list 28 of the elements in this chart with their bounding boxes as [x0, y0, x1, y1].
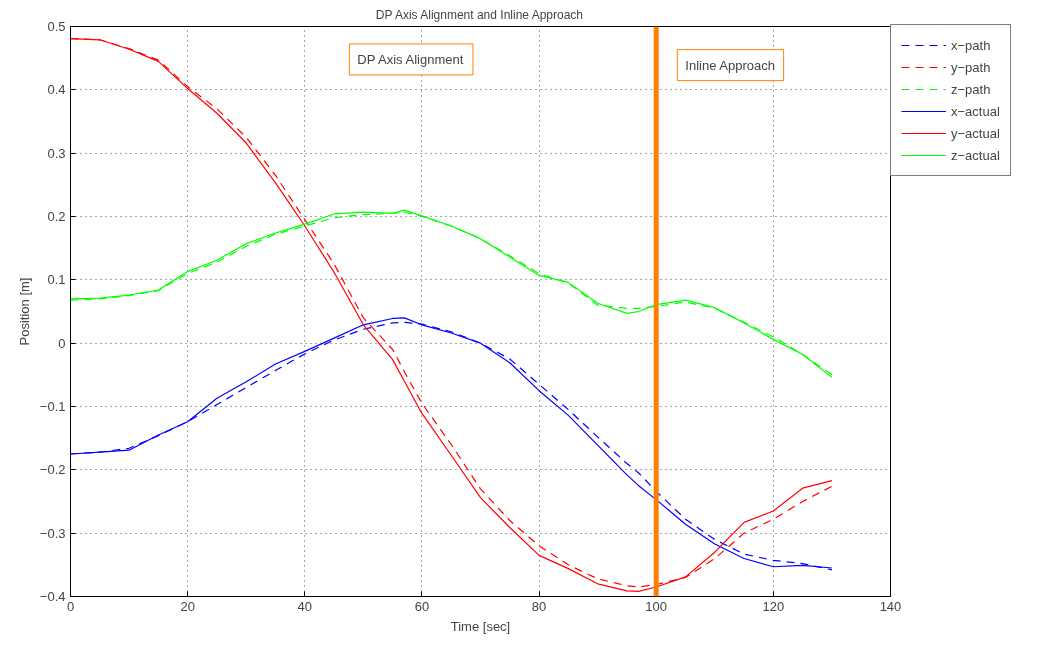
- y-tick-label: 0.5: [47, 19, 66, 34]
- x-tick-label: 20: [180, 598, 195, 614]
- annotation: DP Axis Alignment: [357, 51, 464, 67]
- y-tick-label: 0.2: [47, 209, 66, 224]
- x-tick-label: 80: [531, 598, 547, 614]
- x-tick-label: 40: [297, 598, 313, 614]
- annotation: Inline Approach: [685, 57, 775, 73]
- x-axis-title: Time [sec]: [450, 618, 511, 634]
- y-tick-label: 0: [58, 335, 66, 351]
- legend-label: y−actual: [951, 125, 1000, 141]
- y-tick-label: 0.4: [47, 82, 66, 98]
- x-tick-label: 100: [645, 598, 668, 614]
- x-tick-label: 140: [879, 598, 902, 614]
- legend-label: y−path: [951, 59, 991, 75]
- legend-label: x−actual: [951, 103, 1000, 119]
- x-tick-label: 60: [414, 598, 430, 614]
- y-tick-label: −0.1: [39, 399, 66, 414]
- y-axis-title: Position [m]: [16, 277, 32, 346]
- chart-title: DP Axis Alignment and Inline Approach: [375, 7, 584, 22]
- legend-label: x−path: [951, 37, 991, 53]
- y-tick-label: −0.4: [39, 589, 66, 604]
- y-tick-label: −0.2: [39, 462, 66, 478]
- y-tick-label: −0.3: [39, 525, 66, 541]
- x-tick-label: 120: [762, 598, 785, 614]
- y-tick-label: 0.1: [47, 272, 66, 288]
- legend-label: z−actual: [951, 147, 1000, 163]
- y-tick-label: 0.3: [47, 145, 66, 161]
- legend-label: z−path: [951, 81, 991, 97]
